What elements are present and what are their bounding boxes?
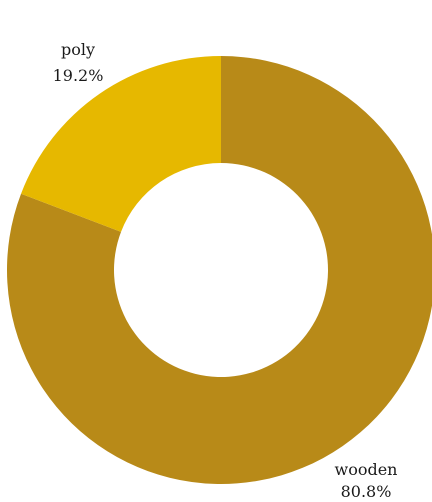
donut-slices	[7, 56, 432, 484]
slice-label-wooden: wooden	[335, 460, 398, 479]
slice-percent-wooden: 80.8%	[341, 482, 392, 501]
donut-slice-wooden	[7, 56, 432, 484]
slice-label-poly: poly	[61, 40, 95, 59]
donut-slice-poly	[21, 56, 222, 232]
slice-percent-poly: 19.2%	[53, 66, 104, 85]
